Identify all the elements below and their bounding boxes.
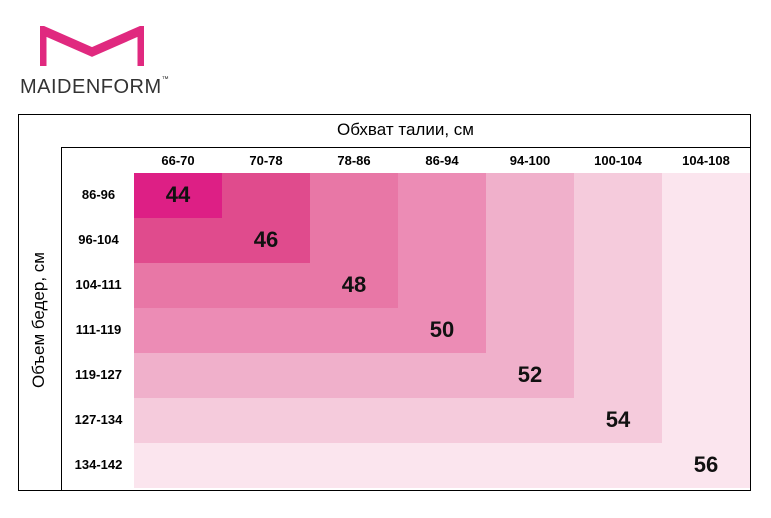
size-value: 46 — [253, 227, 279, 252]
header-divider — [61, 147, 750, 148]
maidenform-m-icon — [40, 26, 144, 66]
hip-range-label: 119-127 — [75, 367, 122, 382]
waist-axis-title: Обхват талии, см — [337, 120, 474, 139]
size-block-44 — [134, 173, 222, 218]
hip-range-label: 111-119 — [75, 322, 122, 337]
size-value: 54 — [605, 407, 631, 432]
hip-range-label: 134-142 — [74, 457, 123, 472]
size-value: 52 — [517, 362, 543, 387]
row-label-divider — [61, 147, 62, 490]
size-value: 50 — [429, 317, 455, 342]
waist-range-label: 94-100 — [509, 153, 551, 168]
size-value: 56 — [693, 452, 719, 477]
waist-range-label: 78-86 — [337, 153, 371, 168]
size-value: 48 — [341, 272, 367, 297]
waist-range-label: 104-108 — [682, 153, 730, 168]
waist-range-label: 86-94 — [425, 153, 459, 168]
hip-range-label: 127-134 — [74, 412, 123, 427]
waist-range-label: 100-104 — [594, 153, 642, 168]
waist-range-label: 70-78 — [249, 153, 283, 168]
hip-axis-title: Объем бедер, см — [29, 252, 48, 388]
hip-range-label: 96-104 — [78, 232, 119, 247]
hip-range-label: 86-96 — [81, 187, 116, 202]
hip-range-label: 104-111 — [75, 277, 122, 292]
size-value: 44 — [165, 182, 191, 207]
brand-name: MAIDENFORM™ — [20, 76, 170, 98]
waist-range-label: 66-70 — [161, 153, 195, 168]
size-chart: Обхват талии, см Объем бедер, см 66-70 70… — [18, 114, 751, 491]
maidenform-logo: MAIDENFORM™ — [20, 24, 170, 104]
